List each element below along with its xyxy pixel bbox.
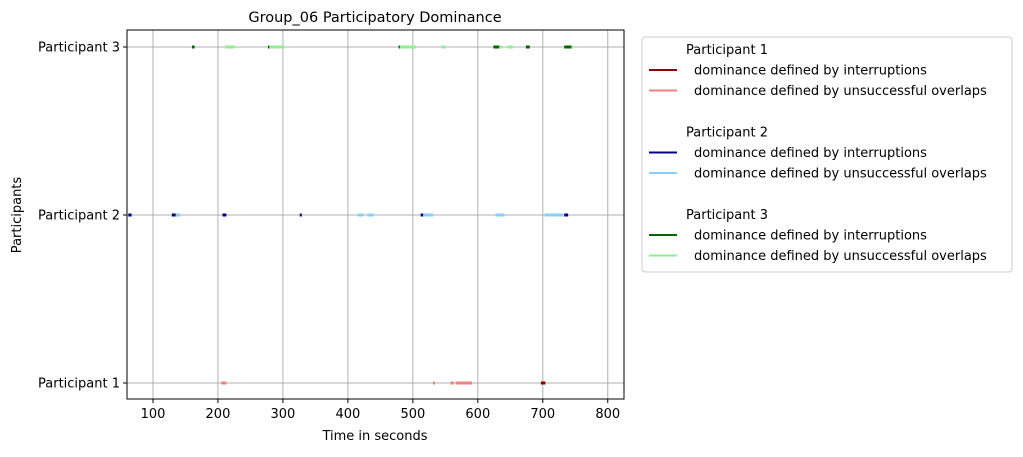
- legend-heading: Participant 3: [686, 208, 768, 223]
- data-layer: [128, 45, 573, 385]
- x-tick-label: 700: [530, 407, 555, 422]
- x-tick-label: 800: [595, 407, 620, 422]
- legend-label: dominance defined by unsuccessful overla…: [694, 249, 987, 264]
- x-tick-label: 300: [271, 407, 296, 422]
- y-axis: Participant 1 Participant 2 Participant 3: [38, 41, 127, 392]
- x-tick-label: 100: [141, 407, 166, 422]
- grid-layer: [127, 30, 624, 399]
- legend-label: dominance defined by interruptions: [694, 146, 927, 161]
- x-tick-label: 500: [400, 407, 425, 422]
- x-tick-label: 400: [335, 407, 360, 422]
- x-axis: 100 200 300 400 500 600 700 800: [141, 399, 620, 422]
- legend-label: dominance defined by interruptions: [694, 64, 927, 79]
- x-tick-label: 200: [206, 407, 231, 422]
- legend-label: dominance defined by unsuccessful overla…: [694, 167, 987, 182]
- y-axis-label: Participants: [10, 177, 25, 254]
- y-tick-label: Participant 1: [38, 377, 120, 392]
- legend-label: dominance defined by unsuccessful overla…: [694, 84, 987, 99]
- x-tick-label: 600: [465, 407, 490, 422]
- y-tick-label: Participant 2: [38, 209, 120, 224]
- chart-title: Group_06 Participatory Dominance: [248, 10, 501, 26]
- legend-heading: Participant 2: [686, 126, 768, 141]
- legend: Participant 1 dominance defined by interr…: [649, 43, 987, 264]
- y-tick-label: Participant 3: [38, 41, 120, 56]
- legend-label: dominance defined by interruptions: [694, 229, 927, 244]
- legend-frame: [641, 36, 1013, 273]
- legend-heading: Participant 1: [686, 43, 768, 58]
- x-axis-label: Time in seconds: [321, 429, 427, 444]
